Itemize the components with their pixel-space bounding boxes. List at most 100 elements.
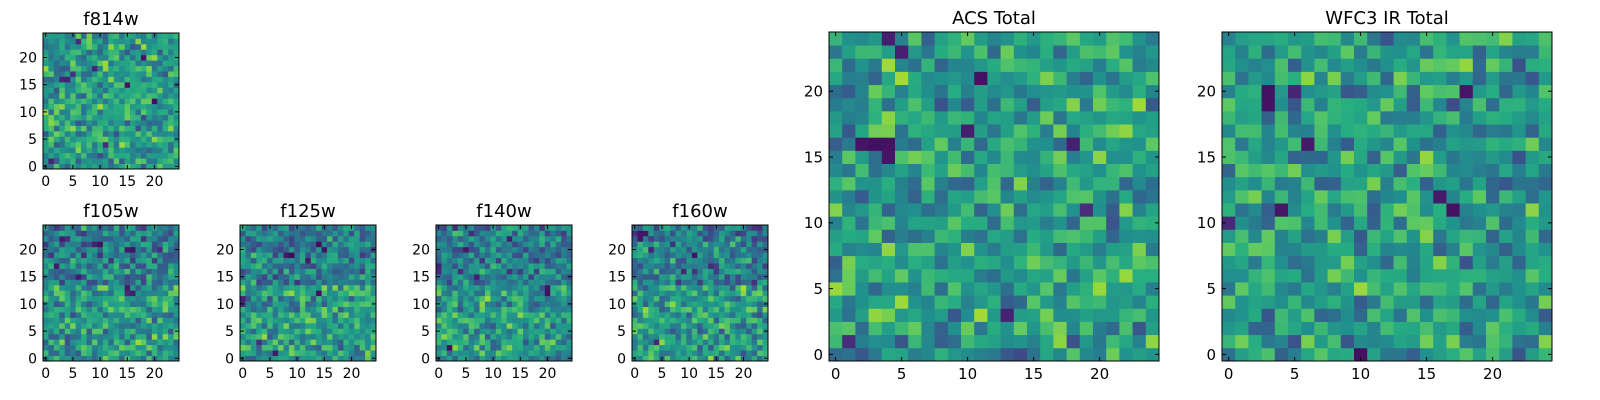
x-tick-label: 10 xyxy=(1351,365,1370,383)
heatmap-cell xyxy=(762,344,769,351)
heatmap-cell xyxy=(1393,84,1408,99)
heatmap-cell xyxy=(299,268,306,275)
heatmap-cell xyxy=(855,176,869,191)
heatmap-cell xyxy=(113,71,120,77)
heatmap-cell xyxy=(441,257,448,264)
heatmap-cell xyxy=(64,273,71,280)
heatmap-cell xyxy=(86,43,93,50)
heatmap-cell xyxy=(1354,334,1368,349)
heatmap-cell xyxy=(1000,321,1015,336)
heatmap-cell xyxy=(91,98,98,105)
heatmap-cell xyxy=(146,235,153,242)
heatmap-cell xyxy=(81,246,87,253)
heatmap-cell xyxy=(113,130,120,137)
heatmap-cell xyxy=(974,189,988,204)
heatmap-cell xyxy=(283,230,290,237)
heatmap-cell xyxy=(632,322,638,329)
heatmap-cell xyxy=(1327,347,1342,362)
heatmap-cell xyxy=(332,301,339,307)
heatmap-cell xyxy=(446,301,453,307)
heatmap-cell xyxy=(81,290,87,297)
heatmap-cell xyxy=(566,230,573,237)
heatmap-cell xyxy=(135,295,142,302)
heatmap-cell xyxy=(1433,242,1447,257)
heatmap-cell xyxy=(75,163,82,170)
heatmap-cell xyxy=(642,312,649,318)
heatmap-cell xyxy=(1301,58,1315,72)
heatmap-cell xyxy=(719,235,725,242)
heatmap-cell xyxy=(168,54,174,61)
heatmap-cell xyxy=(506,263,513,269)
heatmap-cell xyxy=(1132,308,1147,322)
heatmap-cell xyxy=(283,268,290,275)
heatmap-cell xyxy=(735,328,742,335)
heatmap-cell xyxy=(713,317,720,324)
heatmap-cell xyxy=(708,306,714,313)
heatmap-cell xyxy=(245,355,252,362)
heatmap-cell xyxy=(272,295,279,302)
heatmap-cell xyxy=(735,273,742,280)
heatmap-cell xyxy=(81,230,87,237)
heatmap-cell xyxy=(757,284,763,291)
x-tick-label: 20 xyxy=(146,174,164,190)
heatmap-cell xyxy=(566,344,573,351)
heatmap-cell xyxy=(81,92,87,99)
heatmap-cell xyxy=(664,235,671,242)
panel-title: f125w xyxy=(280,201,335,222)
heatmap-cell xyxy=(310,257,317,264)
heatmap-cell xyxy=(140,130,147,137)
heatmap-cell xyxy=(146,339,153,346)
heatmap-cell xyxy=(97,317,104,324)
heatmap-cell xyxy=(490,333,497,340)
heatmap-cell xyxy=(337,252,344,259)
heatmap-cell xyxy=(91,103,98,110)
heatmap-cell xyxy=(555,257,562,264)
heatmap-cell xyxy=(446,333,453,340)
heatmap-cell xyxy=(642,246,649,253)
heatmap-cell xyxy=(146,284,153,291)
heatmap-cell xyxy=(1472,58,1487,72)
heatmap-cell xyxy=(1433,163,1447,178)
y-tick-label: 15 xyxy=(804,148,823,166)
heatmap-cell xyxy=(337,295,344,302)
heatmap-cell xyxy=(1340,216,1355,230)
heatmap-cell xyxy=(1066,32,1081,46)
heatmap-cell xyxy=(670,306,676,313)
heatmap-cell xyxy=(829,124,843,138)
heatmap-cell xyxy=(751,328,758,335)
heatmap-cell xyxy=(528,317,535,324)
heatmap-cell xyxy=(1106,334,1120,349)
heatmap-cell xyxy=(359,322,366,329)
heatmap-cell xyxy=(1235,45,1249,59)
heatmap-cell xyxy=(702,252,709,259)
heatmap-cell xyxy=(86,257,93,264)
heatmap-cell xyxy=(523,241,529,248)
heatmap-cell xyxy=(151,136,158,143)
heatmap-cell xyxy=(53,306,60,313)
heatmap-cell xyxy=(48,109,55,115)
heatmap-cell xyxy=(119,317,125,324)
heatmap-cell xyxy=(135,355,142,362)
heatmap-cell xyxy=(1119,229,1133,243)
heatmap-cell xyxy=(119,38,125,45)
heatmap-cell xyxy=(1248,32,1262,46)
heatmap-cell xyxy=(146,49,153,56)
heatmap-cell xyxy=(1472,32,1487,46)
heatmap-cell xyxy=(108,246,115,253)
heatmap-cell xyxy=(735,284,742,291)
heatmap-cell xyxy=(97,125,104,132)
heatmap-cell xyxy=(1486,255,1500,270)
heatmap-cell xyxy=(278,257,284,264)
heatmap-cell xyxy=(517,306,524,313)
heatmap-cell xyxy=(842,176,856,191)
heatmap-cell xyxy=(168,284,174,291)
heatmap-cell xyxy=(173,33,180,39)
heatmap-cell xyxy=(642,328,649,335)
heatmap-cell xyxy=(146,81,153,88)
heatmap-cell xyxy=(1027,282,1041,296)
heatmap-cell xyxy=(1538,216,1553,230)
heatmap-cell xyxy=(908,71,922,86)
heatmap-cell xyxy=(124,103,131,110)
heatmap-cell xyxy=(102,268,109,275)
heatmap-cell xyxy=(272,268,279,275)
